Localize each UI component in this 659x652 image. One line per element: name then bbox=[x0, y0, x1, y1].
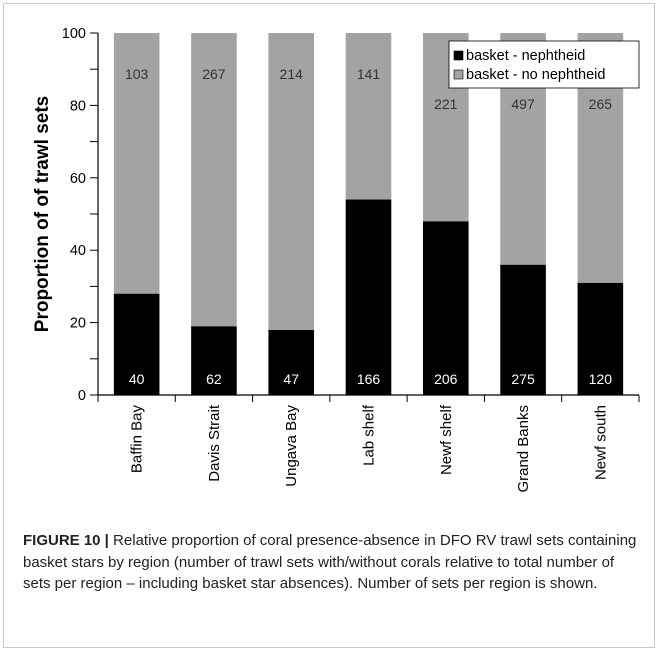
caption-lead: FIGURE 10 | bbox=[23, 532, 109, 549]
bar-count-label: 103 bbox=[125, 66, 149, 82]
x-tick-label: Newf shelf bbox=[438, 404, 455, 475]
bar-segment-nephtheid bbox=[113, 293, 160, 395]
bar-segment-nephtheid bbox=[345, 199, 392, 395]
y-tick-label: 100 bbox=[62, 26, 86, 42]
bar-segment-no-nephtheid bbox=[191, 33, 237, 327]
bar-count-label: 62 bbox=[206, 371, 222, 387]
bar-count-label: 166 bbox=[357, 371, 381, 387]
figure-caption: FIGURE 10 | Relative proportion of coral… bbox=[23, 530, 645, 595]
axes-group: Baffin Bay Davis Strait Ungava Bay Lab shel… bbox=[32, 26, 640, 493]
bar-count-label: 141 bbox=[357, 66, 381, 82]
x-tick-label: Grand Banks bbox=[515, 405, 532, 493]
bar-count-label: 275 bbox=[511, 371, 535, 387]
x-tick-label: Lab shelf bbox=[361, 404, 378, 466]
legend: basket - nephtheid basket - no nephtheid bbox=[448, 40, 640, 89]
legend-swatch bbox=[453, 50, 464, 61]
x-tick-label: Baffin Bay bbox=[129, 405, 146, 474]
x-tick-label: Newf south bbox=[592, 405, 609, 480]
bar-segment-nephtheid bbox=[577, 282, 624, 395]
bar-segment-no-nephtheid bbox=[268, 33, 315, 330]
y-tick-label: 0 bbox=[78, 388, 86, 404]
bar-count-label: 214 bbox=[280, 66, 304, 82]
x-tick-label: Ungava Bay bbox=[283, 405, 300, 487]
bar-segment-nephtheid bbox=[500, 264, 546, 395]
figure-frame: 40 103 62 267 47 214 166 141 206 221 275 497 120 265 … bbox=[3, 3, 655, 648]
bar-count-label: 221 bbox=[434, 96, 458, 112]
bar-count-label: 206 bbox=[434, 371, 458, 387]
bar-count-label: 40 bbox=[129, 371, 145, 387]
caption-text: Relative proportion of coral presence-ab… bbox=[23, 532, 637, 592]
bar-segment-no-nephtheid bbox=[113, 33, 160, 294]
x-tick-label: Davis Strait bbox=[206, 404, 223, 482]
bar-count-label: 267 bbox=[202, 66, 226, 82]
legend-label: basket - nephtheid bbox=[466, 48, 585, 64]
bar-count-label: 497 bbox=[511, 96, 535, 112]
bar-segment-nephtheid bbox=[268, 329, 315, 395]
bar-segment-nephtheid bbox=[191, 326, 237, 395]
bar-count-label: 47 bbox=[283, 371, 299, 387]
bar-segment-nephtheid bbox=[422, 221, 469, 395]
y-tick-label: 80 bbox=[70, 98, 86, 114]
y-tick-label: 60 bbox=[70, 171, 86, 187]
bar-count-label: 265 bbox=[589, 96, 613, 112]
legend-label: basket - no nephtheid bbox=[466, 67, 605, 83]
y-tick-label: 20 bbox=[70, 316, 86, 332]
legend-box bbox=[448, 40, 640, 89]
legend-swatch bbox=[453, 69, 464, 80]
stacked-bar-chart: 401036226747214166141206221275497120265 … bbox=[32, 26, 640, 493]
y-tick-label: 40 bbox=[70, 243, 86, 259]
bar-segment-no-nephtheid bbox=[345, 33, 392, 200]
y-axis-label: Proportion of of trawl sets bbox=[32, 96, 53, 332]
bar-count-label: 120 bbox=[589, 371, 613, 387]
